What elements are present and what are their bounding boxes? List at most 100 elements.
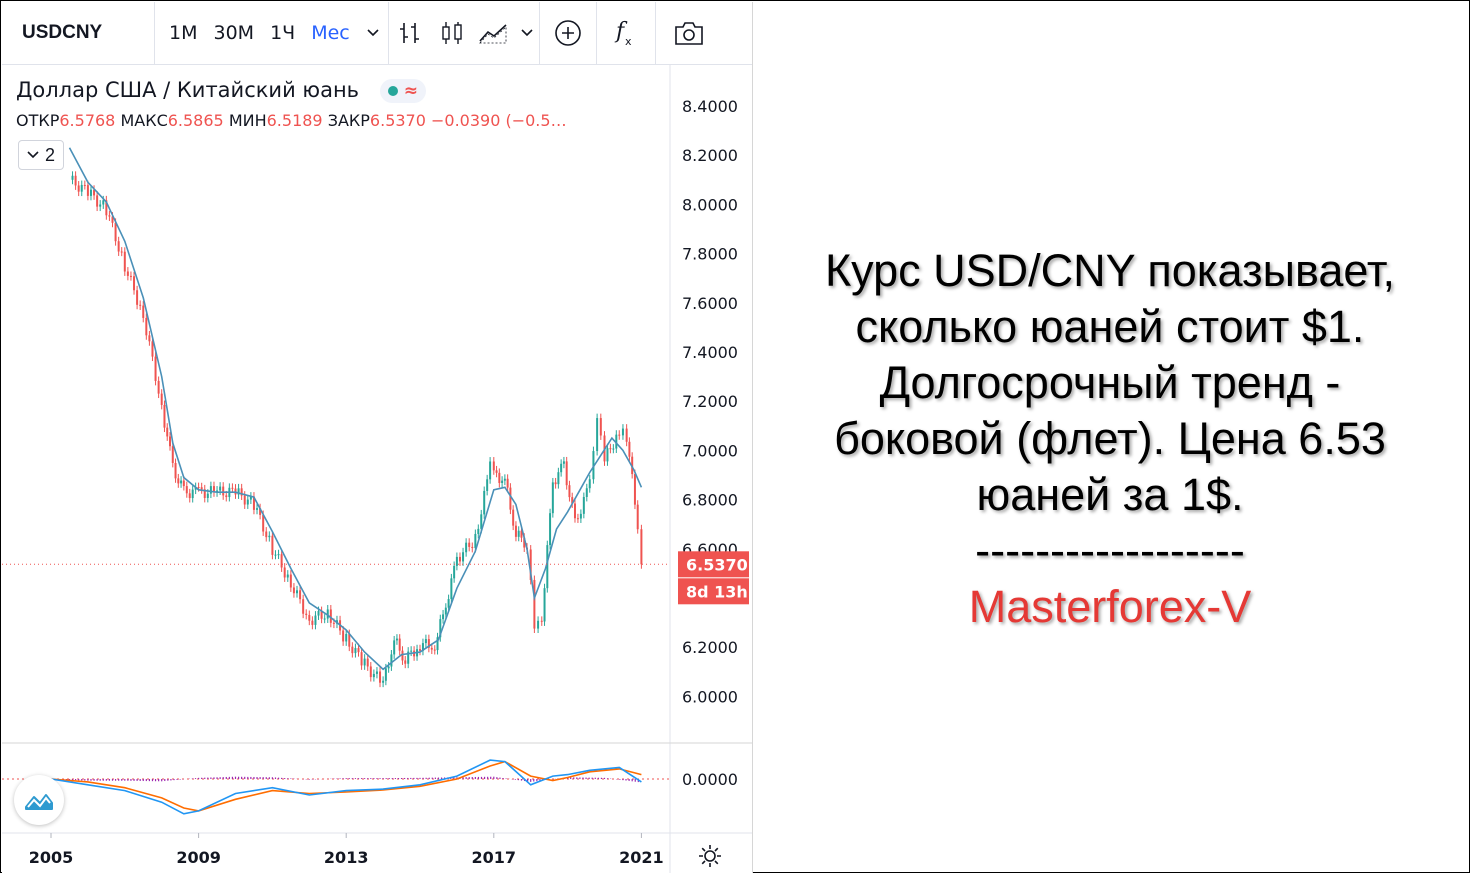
add-indicator-icon[interactable] xyxy=(540,13,596,53)
candle-body xyxy=(308,614,311,621)
candle-body xyxy=(157,380,160,394)
annotation-separator: ------------------ xyxy=(975,525,1245,576)
candle-body xyxy=(554,482,557,485)
candle-body xyxy=(612,448,615,450)
candle-body xyxy=(123,251,126,272)
symbol-search-button[interactable]: USDCNY xyxy=(22,22,103,43)
open-label: ОТКР xyxy=(16,111,60,130)
candle-body xyxy=(447,599,450,608)
candle-body xyxy=(533,579,536,629)
candle-body xyxy=(274,554,277,556)
legend-title: Доллар США / Китайский юань ≈ xyxy=(16,78,426,103)
brand-label: Masterforex-V xyxy=(968,581,1252,632)
candles-style-icon[interactable] xyxy=(431,13,473,53)
candle-body xyxy=(271,535,274,555)
candle-body xyxy=(477,528,480,534)
status-pill: ≈ xyxy=(379,79,426,103)
candle-body xyxy=(174,462,177,479)
candle-body xyxy=(596,418,599,452)
price-tick-label: 6.2000 xyxy=(682,638,738,657)
candle-body xyxy=(433,649,436,651)
interval-month-button[interactable]: Мес xyxy=(311,22,350,44)
candle-body xyxy=(537,620,540,629)
low-value: 6.5189 xyxy=(266,111,323,130)
settings-gear-icon[interactable] xyxy=(698,844,722,868)
candle-body xyxy=(219,486,222,491)
candle-body xyxy=(514,525,517,537)
time-tick-label: 2017 xyxy=(472,848,517,867)
candle-body xyxy=(191,489,194,499)
candle-body xyxy=(169,436,172,447)
toolbar-divider xyxy=(538,2,540,65)
candle-body xyxy=(462,552,465,562)
chart-style-chevron-down-icon[interactable] xyxy=(515,13,539,53)
candle-body xyxy=(139,304,142,306)
candle-body xyxy=(302,599,305,614)
toolbar-divider xyxy=(154,2,155,65)
interval-chevron-down-icon[interactable] xyxy=(358,13,388,53)
instrument-name[interactable]: Доллар США / Китайский юань xyxy=(16,78,360,102)
candle-body xyxy=(636,504,639,530)
candle-body xyxy=(471,546,474,548)
legend-collapse-button[interactable]: 2 xyxy=(18,140,64,170)
candle-body xyxy=(372,673,375,678)
candle-body xyxy=(136,290,139,305)
candle-body xyxy=(133,276,136,291)
interval-30m-button[interactable]: 30М xyxy=(213,22,255,44)
candle-body xyxy=(465,542,468,553)
candle-body xyxy=(240,488,243,496)
chart-canvas[interactable]: 8.4000 8.2000 8.0000 7.8000 7.6000 7.4000 7.20… xyxy=(2,2,752,873)
candle-body xyxy=(458,556,461,562)
candle-body xyxy=(571,497,574,504)
candle-body xyxy=(565,461,568,486)
candle-body xyxy=(354,648,357,654)
candle-body xyxy=(618,434,621,436)
candle-body xyxy=(102,200,105,205)
candle-body xyxy=(495,470,498,473)
candle-body xyxy=(120,251,123,253)
candle-body xyxy=(407,651,410,664)
price-tick-label: 7.2000 xyxy=(682,392,738,411)
bars-style-icon[interactable] xyxy=(389,13,431,53)
candle-body xyxy=(246,499,249,505)
ohlc-values: ОТКР6.5768 МАКС6.5865 МИН6.5189 ЗАКР6.53… xyxy=(16,111,616,130)
candle-body xyxy=(486,479,489,491)
candle-body xyxy=(89,189,92,196)
price-tick-label: 6.0000 xyxy=(682,687,738,706)
candle-body xyxy=(148,335,151,342)
candle-body xyxy=(450,578,453,600)
candle-body xyxy=(506,478,509,488)
interval-1h-button[interactable]: 1Ч xyxy=(270,22,296,44)
market-status-dot-icon xyxy=(387,86,398,96)
candle-body xyxy=(387,666,390,669)
candle-body xyxy=(582,496,585,514)
candle-body xyxy=(540,620,543,622)
candle-body xyxy=(256,508,259,510)
camera-icon[interactable] xyxy=(656,13,722,53)
close-value: 6.5370 xyxy=(369,111,426,130)
candle-body xyxy=(498,472,501,483)
candle-body xyxy=(625,428,628,442)
area-style-icon[interactable] xyxy=(473,13,515,53)
hidden-indicators-count: 2 xyxy=(44,144,55,165)
price-tick-label: 7.4000 xyxy=(682,343,738,362)
interval-1m-button[interactable]: 1М xyxy=(169,22,198,44)
tradingview-logo-button[interactable] xyxy=(14,775,64,825)
candle-body xyxy=(573,503,576,519)
candle-body xyxy=(503,478,506,481)
svg-text:x: x xyxy=(625,35,632,48)
candle-body xyxy=(375,671,378,674)
candle-body xyxy=(562,461,565,464)
candle-body xyxy=(345,634,348,642)
candle-body xyxy=(305,613,308,615)
candle-body xyxy=(160,393,163,405)
candle-body xyxy=(439,619,442,638)
candle-body xyxy=(126,271,129,276)
candle-body xyxy=(579,513,582,519)
candle-body xyxy=(363,658,366,666)
countdown-label: 8d 13h xyxy=(686,582,748,601)
candle-body xyxy=(599,418,602,436)
